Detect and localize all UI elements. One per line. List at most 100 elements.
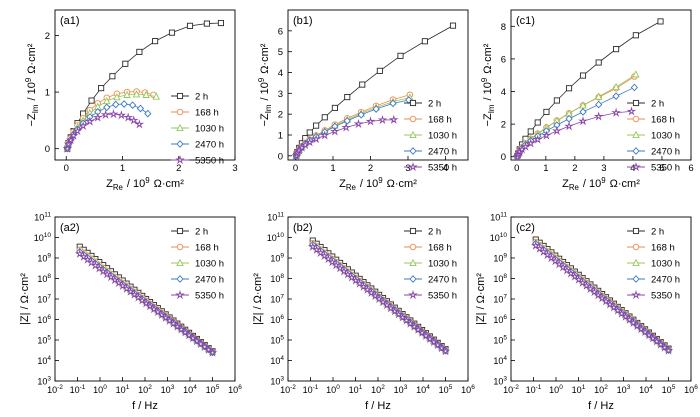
legend-marker (408, 161, 418, 172)
data-point (534, 119, 541, 126)
panel-label: (a1) (60, 15, 80, 27)
x-tick-label: 5 (659, 163, 664, 174)
data-point (585, 283, 596, 294)
data-point (566, 268, 576, 278)
data-point (65, 135, 76, 145)
x-tick-label: 0 (293, 163, 298, 174)
data-point (62, 143, 73, 153)
data-point (323, 253, 334, 264)
panel-label: (c2) (516, 222, 535, 234)
x-axis-label: f / Hz (588, 400, 614, 412)
data-point (354, 278, 365, 288)
data-point (168, 29, 176, 36)
legend-label: 5350 h (651, 291, 680, 302)
data-point (564, 121, 574, 131)
x-axis-label: f / Hz (132, 400, 158, 412)
data-point (207, 347, 218, 357)
plot-area (291, 22, 457, 160)
data-point (315, 247, 326, 257)
y-axis-label: |Z| / Ω·cm² (19, 273, 31, 325)
y-tick-label: 107 (493, 294, 507, 305)
legend-marker (408, 289, 418, 300)
data-point (152, 38, 159, 45)
x-tick-label: 106 (228, 384, 242, 395)
legend-marker (632, 130, 640, 139)
x-tick-label: 100 (549, 384, 563, 395)
data-point (102, 269, 112, 279)
legend-label: 1030 h (195, 124, 224, 135)
data-point (595, 59, 602, 66)
data-point (319, 130, 330, 140)
data-point (546, 252, 557, 263)
data-point (612, 92, 620, 100)
legend-marker (176, 227, 184, 235)
x-tick-label: 104 (183, 384, 197, 395)
data-point (134, 119, 145, 129)
data-point (319, 250, 330, 261)
data-point (577, 277, 588, 287)
legend-label: 5350 h (195, 156, 224, 167)
data-point (74, 248, 85, 258)
x-tick-label: 106 (684, 384, 698, 395)
y-tick-label: 1 (278, 131, 283, 142)
y-tick-label: 0 (278, 151, 283, 162)
legend-marker (632, 147, 640, 155)
legend-label: 1030 h (195, 259, 224, 270)
data-point (636, 323, 646, 334)
legend-label: 2 h (428, 99, 441, 110)
x-tick-label: 103 (617, 384, 631, 395)
data-point (530, 240, 541, 250)
data-point (113, 277, 124, 288)
plot-area (62, 19, 224, 153)
data-point (108, 109, 119, 119)
data-point (440, 346, 451, 356)
data-point (304, 137, 315, 147)
data-point (651, 336, 662, 346)
data-point (330, 126, 340, 136)
data-point (123, 112, 133, 122)
data-point (554, 259, 565, 269)
data-point (579, 108, 587, 116)
data-point (579, 72, 587, 79)
data-point (357, 110, 365, 119)
y-tick-label: 8 (501, 22, 506, 33)
chart-panel-b1: 0 1 2 3 4 0 1 2 3 4 5 6 ZRe / 109 Ω·cm² −ZIm / 109 Ω·… (257, 9, 469, 192)
data-point (121, 283, 132, 293)
data-point (133, 292, 144, 302)
y-tick-label: 2 (278, 110, 283, 121)
chart-panel-b2: 10-2 10-1 100 101 102 103 104 105 106 103 104 105 10… (252, 212, 475, 413)
legend-marker (176, 275, 184, 283)
x-tick-label: 104 (639, 384, 653, 395)
data-point (176, 324, 187, 334)
data-point (335, 263, 345, 273)
data-point (217, 19, 224, 27)
data-point (90, 260, 101, 270)
y-tick-label: 104 (493, 355, 507, 366)
data-point (184, 330, 194, 340)
data-point (655, 339, 666, 349)
data-point (86, 257, 97, 267)
y-tick-label: 1010 (267, 232, 285, 243)
data-point (593, 290, 604, 300)
legend-marker (631, 289, 641, 300)
x-axis-label: ZRe / 109 Ω·cm² (562, 176, 640, 192)
data-point (543, 108, 550, 115)
legend-label: 2 h (651, 99, 664, 110)
data-point (640, 327, 650, 337)
data-point (616, 308, 627, 318)
data-point (168, 318, 179, 328)
data-point (644, 330, 654, 340)
data-point (401, 315, 412, 325)
data-point (164, 315, 175, 325)
data-point (144, 109, 152, 118)
x-tick-label: 100 (93, 384, 107, 395)
data-point (307, 241, 318, 251)
data-point (397, 312, 408, 322)
legend-label: 168 h (195, 108, 219, 119)
legend-marker (632, 99, 640, 107)
data-point (378, 297, 388, 307)
y-tick-label: 6 (278, 26, 283, 37)
x-tick-label: 105 (206, 384, 220, 395)
data-point (136, 48, 143, 55)
